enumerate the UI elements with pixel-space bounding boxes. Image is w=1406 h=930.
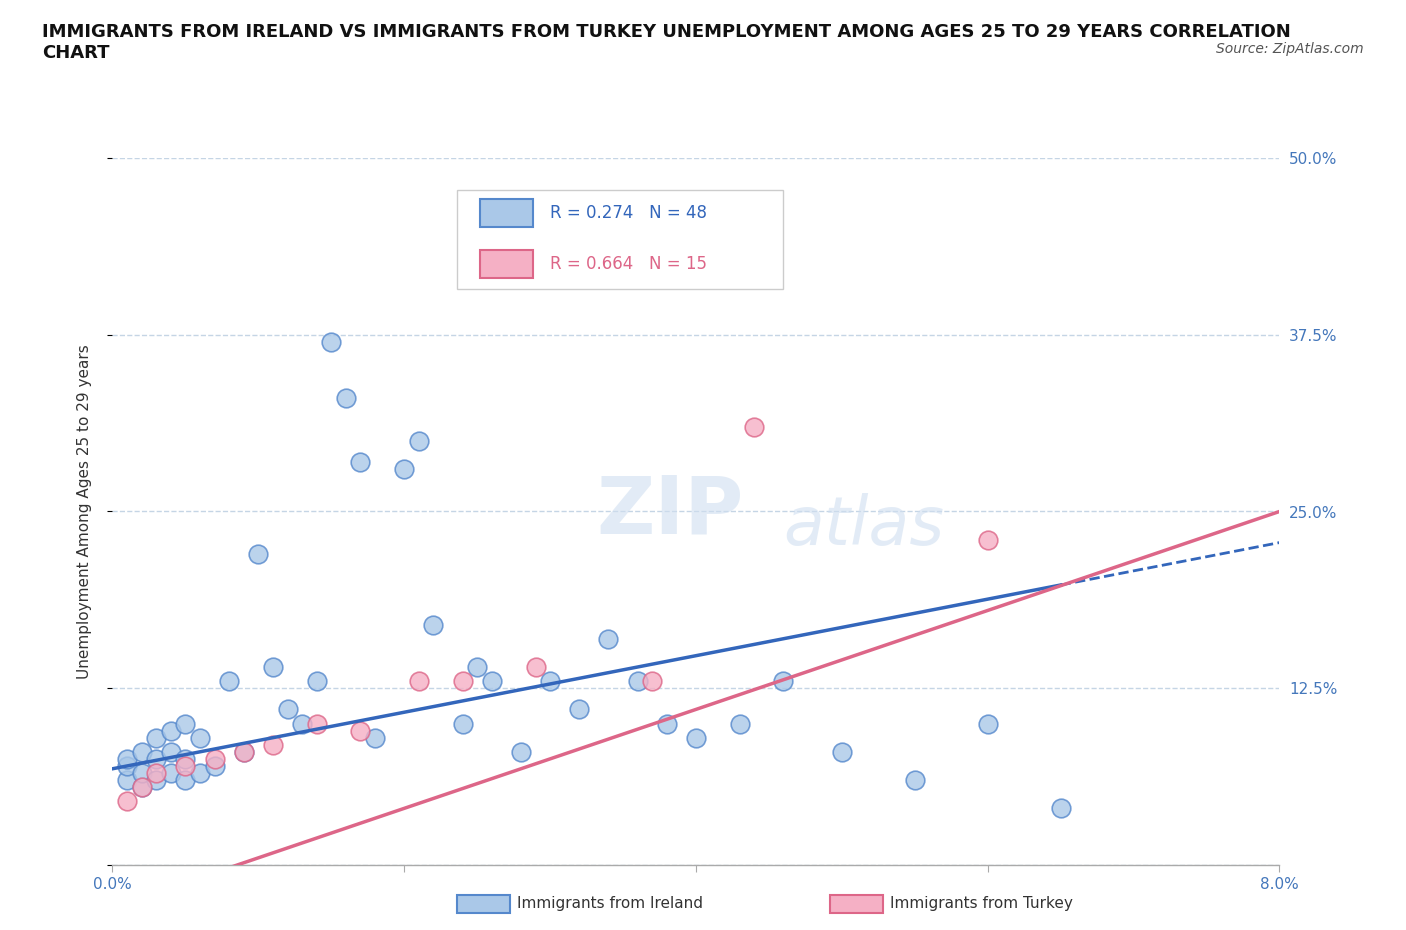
Point: [465, 659, 488, 674]
Point: [188, 730, 211, 745]
Point: [204, 751, 226, 766]
Point: [174, 759, 197, 774]
Point: [305, 716, 328, 731]
Point: [538, 673, 561, 688]
Point: [160, 765, 183, 780]
Point: [976, 716, 998, 731]
Point: [524, 659, 547, 674]
Point: [291, 716, 314, 731]
Point: [145, 751, 167, 766]
Point: [131, 779, 153, 794]
Point: [262, 659, 284, 674]
Point: [655, 716, 678, 731]
Point: [232, 744, 254, 759]
Point: [131, 779, 153, 794]
Point: [115, 773, 138, 788]
Text: IMMIGRANTS FROM IRELAND VS IMMIGRANTS FROM TURKEY UNEMPLOYMENT AMONG AGES 25 TO : IMMIGRANTS FROM IRELAND VS IMMIGRANTS FR…: [42, 23, 1291, 62]
Text: ZIP: ZIP: [596, 472, 744, 551]
Point: [728, 716, 751, 731]
Text: Source: ZipAtlas.com: Source: ZipAtlas.com: [1216, 42, 1364, 56]
Point: [408, 433, 430, 448]
Point: [509, 744, 531, 759]
Text: Immigrants from Ireland: Immigrants from Ireland: [517, 897, 703, 911]
Point: [174, 716, 197, 731]
Text: R = 0.664   N = 15: R = 0.664 N = 15: [550, 255, 707, 273]
Text: atlas: atlas: [783, 493, 945, 559]
Point: [1049, 801, 1071, 816]
Point: [626, 673, 648, 688]
Point: [422, 618, 444, 632]
Point: [115, 751, 138, 766]
Point: [451, 716, 474, 731]
Point: [904, 773, 927, 788]
Text: Immigrants from Turkey: Immigrants from Turkey: [890, 897, 1073, 911]
Point: [568, 702, 591, 717]
Point: [408, 673, 430, 688]
Point: [115, 759, 138, 774]
Point: [831, 744, 853, 759]
Point: [641, 673, 664, 688]
Point: [247, 547, 270, 562]
Point: [218, 673, 240, 688]
Point: [115, 794, 138, 809]
Point: [145, 765, 167, 780]
Point: [160, 744, 183, 759]
Point: [145, 730, 167, 745]
Point: [174, 751, 197, 766]
Point: [276, 702, 298, 717]
Point: [364, 730, 387, 745]
Point: [349, 724, 371, 738]
Point: [742, 419, 765, 434]
Point: [174, 773, 197, 788]
Point: [145, 773, 167, 788]
Point: [188, 765, 211, 780]
Point: [451, 673, 474, 688]
FancyBboxPatch shape: [479, 250, 533, 278]
Point: [392, 461, 416, 476]
Point: [131, 744, 153, 759]
Text: R = 0.274   N = 48: R = 0.274 N = 48: [550, 205, 707, 222]
Point: [481, 673, 503, 688]
FancyBboxPatch shape: [479, 199, 533, 227]
Point: [131, 765, 153, 780]
Point: [232, 744, 254, 759]
Point: [335, 391, 357, 405]
Point: [305, 673, 328, 688]
FancyBboxPatch shape: [457, 190, 783, 289]
Point: [321, 335, 343, 350]
Point: [160, 724, 183, 738]
Point: [204, 759, 226, 774]
Point: [598, 631, 620, 646]
Point: [262, 737, 284, 752]
Y-axis label: Unemployment Among Ages 25 to 29 years: Unemployment Among Ages 25 to 29 years: [77, 344, 91, 679]
Point: [772, 673, 794, 688]
Point: [349, 455, 371, 470]
Point: [976, 532, 998, 547]
Point: [685, 730, 707, 745]
